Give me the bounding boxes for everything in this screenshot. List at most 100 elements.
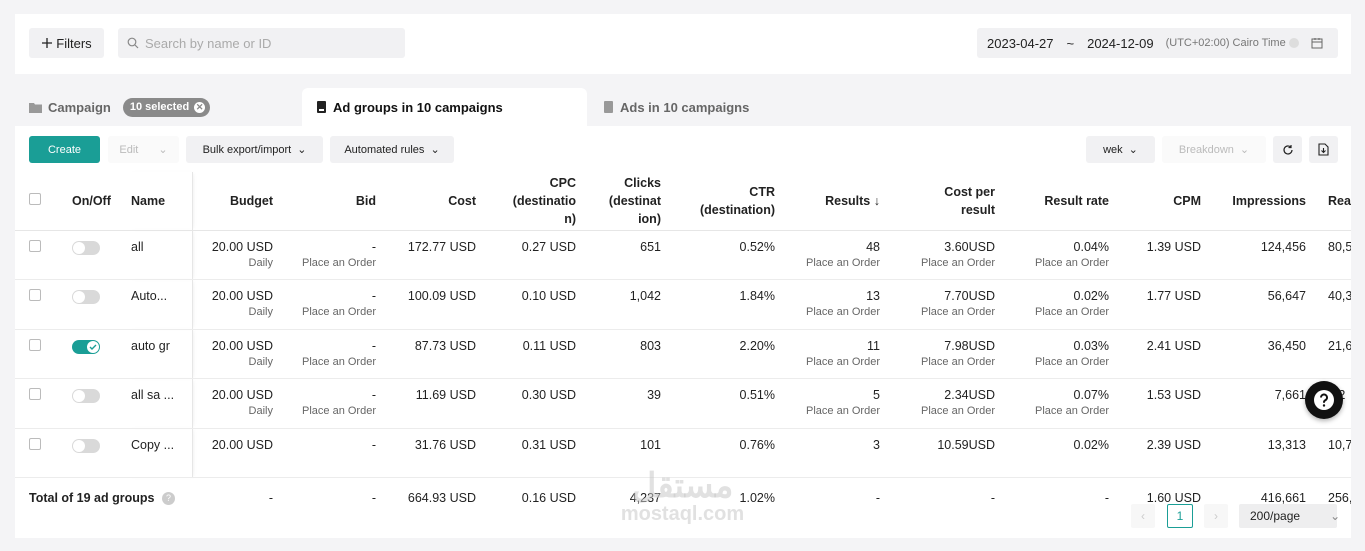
create-label: Create bbox=[47, 143, 82, 156]
row-checkbox[interactable] bbox=[15, 279, 60, 330]
col-cpm[interactable]: CPM bbox=[1109, 172, 1201, 231]
row-checkbox[interactable] bbox=[15, 230, 60, 280]
cell-cost-per-result-sub: Place an Order bbox=[921, 355, 995, 368]
col-cost[interactable]: Cost bbox=[376, 172, 476, 231]
col-bid[interactable]: Bid bbox=[273, 172, 376, 231]
page-1-button[interactable]: 1 bbox=[1167, 504, 1193, 528]
cell-cpm: 1.53 USD bbox=[1109, 378, 1201, 429]
calendar-icon[interactable] bbox=[1311, 37, 1323, 49]
tab-campaign-label: Campaign bbox=[48, 99, 111, 115]
col-clicks[interactable]: Clicks (destinat ion) bbox=[576, 172, 661, 231]
cell-results-value: 5 bbox=[873, 388, 880, 402]
automated-rules-button[interactable]: Automated rules ⌄ bbox=[330, 136, 454, 163]
row-checkbox[interactable] bbox=[15, 329, 60, 379]
cell-results-sub: Place an Order bbox=[806, 306, 880, 318]
cell-cost-per-result-value: 7.98USD bbox=[944, 338, 995, 353]
col-cpc[interactable]: CPC (destinatio n) bbox=[476, 172, 576, 231]
col-budget[interactable]: Budget bbox=[192, 172, 273, 231]
cell-results-sub: Place an Order bbox=[806, 355, 880, 368]
next-page-button[interactable]: › bbox=[1204, 504, 1228, 528]
table-row[interactable]: Copy ... 20.00 USD -31.76 USD 0.31 USD 101 0.… bbox=[15, 428, 1351, 478]
bulk-export-import-button[interactable]: Bulk export/import ⌄ bbox=[186, 136, 323, 163]
chevron-down-icon: ⌄ bbox=[1330, 509, 1341, 523]
row-toggle-cell bbox=[60, 279, 128, 330]
tab-campaign[interactable]: Campaign 10 selected ✕ bbox=[29, 88, 211, 126]
status-toggle[interactable] bbox=[72, 339, 100, 354]
cell-clicks: 1,042 bbox=[576, 279, 661, 330]
cell-ctr: 0.51% bbox=[661, 378, 775, 429]
col-ctr[interactable]: CTR (destination) bbox=[661, 172, 775, 231]
table-row[interactable]: Auto... 20.00 USD Daily - Place an Order 100.… bbox=[15, 279, 1351, 330]
ad-group-name[interactable]: all bbox=[128, 230, 193, 280]
total-result-rate: - bbox=[1104, 491, 1109, 505]
folder-icon bbox=[29, 102, 42, 113]
help-chat-button[interactable] bbox=[1305, 381, 1343, 419]
cell-budget: 20.00 USD Daily bbox=[192, 329, 273, 379]
cell-impressions: 7,661 bbox=[1201, 378, 1306, 429]
ad-icon bbox=[604, 101, 613, 113]
col-clicks-line1: Clicks bbox=[624, 175, 661, 190]
create-button[interactable]: Create bbox=[29, 136, 100, 163]
page-size-select[interactable]: 200/page ⌄ bbox=[1239, 504, 1341, 528]
refresh-icon bbox=[1282, 144, 1293, 155]
cell-result-rate-value: 0.02% bbox=[1073, 437, 1109, 452]
help-icon[interactable]: ? bbox=[161, 492, 175, 506]
search-input[interactable]: Search by name or ID bbox=[118, 28, 405, 58]
col-reach[interactable]: Rea bbox=[1306, 172, 1351, 231]
top-filter-bar: Filters Search by name or ID 2023-04-27 … bbox=[15, 14, 1351, 74]
cell-budget-value: 20.00 USD bbox=[211, 289, 273, 303]
table-row[interactable]: auto gr 20.00 USD Daily - Place an Order 87.7… bbox=[15, 329, 1351, 379]
row-checkbox[interactable] bbox=[15, 428, 60, 478]
filters-button[interactable]: Filters bbox=[29, 28, 104, 58]
col-cost-per-result[interactable]: Cost per result bbox=[880, 172, 995, 231]
ad-group-name[interactable]: Copy ... bbox=[128, 428, 193, 478]
period-select[interactable]: wek ⌄ bbox=[1086, 136, 1155, 163]
ad-group-name[interactable]: all sa ... bbox=[128, 378, 193, 429]
status-toggle[interactable] bbox=[72, 438, 100, 453]
total-results: - bbox=[875, 491, 880, 505]
status-toggle[interactable] bbox=[72, 290, 100, 304]
cell-bid: - bbox=[273, 428, 376, 478]
table-row[interactable]: all 20.00 USD Daily - Place an Order 172.77 U… bbox=[15, 230, 1351, 280]
export-button[interactable] bbox=[1309, 136, 1338, 163]
cell-results: 5 Place an Order bbox=[775, 378, 880, 429]
cell-results-value: 13 bbox=[866, 289, 880, 303]
cell-results-value: 11 bbox=[867, 338, 880, 353]
edit-label: Edit bbox=[119, 143, 139, 156]
cell-result-rate-sub: Place an Order bbox=[1035, 405, 1109, 417]
status-toggle[interactable] bbox=[72, 240, 100, 255]
col-impressions[interactable]: Impressions bbox=[1201, 172, 1306, 231]
cell-cpm: 1.39 USD bbox=[1109, 230, 1201, 280]
status-toggle[interactable] bbox=[72, 389, 100, 403]
cell-budget: 20.00 USD bbox=[192, 428, 273, 478]
tab-ad-groups[interactable]: Ad groups in 10 campaigns bbox=[302, 88, 587, 126]
col-name[interactable]: Name bbox=[128, 172, 193, 231]
select-all-checkbox[interactable] bbox=[15, 172, 60, 231]
clear-selection-icon[interactable]: ✕ bbox=[194, 101, 206, 113]
col-ctr-line2: (destination) bbox=[700, 202, 775, 217]
refresh-button[interactable] bbox=[1273, 136, 1302, 163]
tab-ads[interactable]: Ads in 10 campaigns bbox=[603, 88, 749, 126]
search-icon bbox=[127, 37, 139, 49]
col-results[interactable]: Results ↓ bbox=[775, 172, 880, 231]
cell-result-rate-sub: Place an Order bbox=[1035, 306, 1109, 318]
cell-clicks: 651 bbox=[576, 230, 661, 280]
selected-badge[interactable]: 10 selected ✕ bbox=[122, 97, 211, 117]
cell-cost-per-result-value: 2.34USD bbox=[944, 388, 995, 402]
date-range-picker[interactable]: 2023-04-27 ~ 2024-12-09 (UTC+02:00) Cair… bbox=[977, 28, 1338, 58]
prev-page-button[interactable]: ‹ bbox=[1131, 504, 1155, 528]
table-row[interactable]: all sa ... 20.00 USD Daily - Place an Order 1… bbox=[15, 378, 1351, 429]
col-onoff[interactable]: On/Off bbox=[60, 172, 128, 231]
row-checkbox[interactable] bbox=[15, 378, 60, 429]
chevron-down-icon: ⌄ bbox=[430, 144, 440, 156]
ad-group-name[interactable]: auto gr bbox=[128, 329, 193, 379]
chevron-down-icon: ⌄ bbox=[297, 144, 307, 156]
cell-cost: 31.76 USD bbox=[376, 428, 476, 478]
col-cpr-line2: result bbox=[960, 202, 995, 217]
breakdown-select[interactable]: Breakdown ⌄ bbox=[1162, 136, 1266, 163]
cell-cost-per-result-value: 10.59USD bbox=[937, 437, 995, 452]
col-result-rate[interactable]: Result rate bbox=[995, 172, 1109, 231]
edit-button[interactable]: Edit ⌄ bbox=[108, 136, 179, 163]
ad-group-name[interactable]: Auto... bbox=[128, 279, 193, 330]
cell-ctr: 1.84% bbox=[661, 279, 775, 330]
